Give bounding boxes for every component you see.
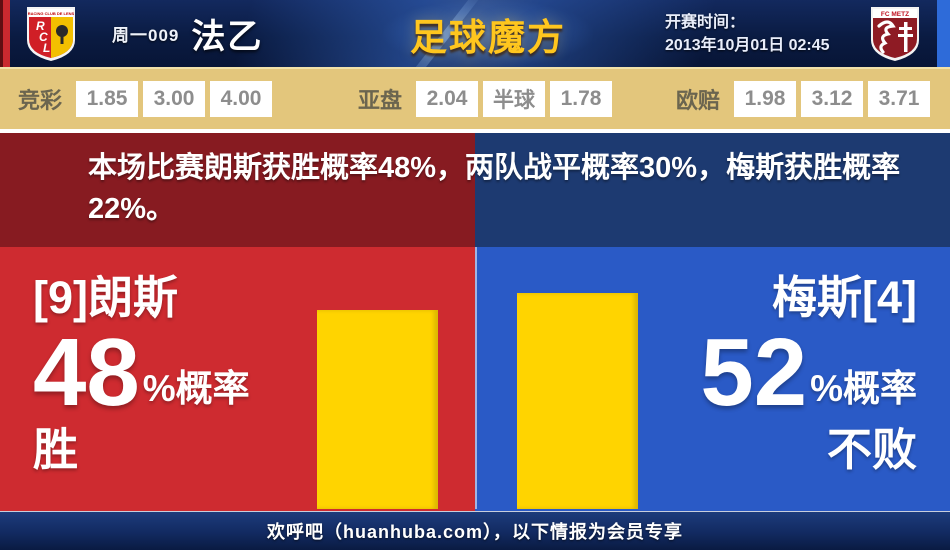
oupei-odds-group: 欧赔 1.98 3.12 3.71 xyxy=(676,69,930,129)
site-logo-glow: 足球魔方 xyxy=(383,0,593,67)
jingcai-away-odds: 4.00 xyxy=(210,81,273,117)
lens-crest-icon: RACING CLUB DE LENS R C L xyxy=(27,7,75,61)
home-summary-band xyxy=(0,133,475,247)
header-sheen xyxy=(0,0,950,67)
panel-divider-line xyxy=(475,247,477,509)
away-team-block: 梅斯[4] 52 %概率 不败 xyxy=(642,272,917,478)
oupei-label: 欧赔 xyxy=(675,88,720,113)
away-outcome: 不败 xyxy=(826,424,917,476)
jingcai-home-odds: 1.85 xyxy=(76,81,139,117)
oupei-home-odds: 1.98 xyxy=(734,81,796,117)
svg-text:RACING CLUB DE LENS: RACING CLUB DE LENS xyxy=(28,11,75,16)
yapan-handicap: 半球 xyxy=(483,81,546,117)
league-name: 法乙 xyxy=(191,18,264,56)
away-probability: 52 xyxy=(700,319,808,426)
footer-text: 欢呼吧（huanhuba.com），以下情报为会员专享 xyxy=(266,522,683,542)
home-probability-suffix: %概率 xyxy=(142,368,250,410)
kickoff-label: 开赛时间： xyxy=(665,14,746,31)
svg-text:FC METZ: FC METZ xyxy=(881,11,909,18)
home-team-name: [9]朗斯 xyxy=(33,272,178,323)
kickoff-time: 2013年10月01日 02:45 xyxy=(665,37,830,54)
match-code: 周一009 xyxy=(112,26,180,45)
kickoff-time-block: 开赛时间： 2013年10月01日 02:45 xyxy=(665,11,830,57)
jingcai-odds-group: 竞彩 1.85 3.00 4.00 xyxy=(18,69,273,129)
away-team-name: 梅斯[4] xyxy=(772,272,917,323)
home-probability: 48 xyxy=(33,319,140,426)
svg-text:L: L xyxy=(43,41,50,55)
jingcai-label: 竞彩 xyxy=(18,88,63,113)
site-logo: 足球魔方 xyxy=(410,16,566,58)
away-probability-suffix: %概率 xyxy=(810,368,917,410)
yapan-label: 亚盘 xyxy=(358,88,403,113)
yapan-away-odds: 1.78 xyxy=(550,81,613,117)
home-accent-stripe xyxy=(0,0,10,67)
svg-text:C: C xyxy=(39,30,48,44)
yapan-home-odds: 2.04 xyxy=(416,81,479,117)
home-bar xyxy=(317,310,438,509)
probability-panels: 本场比赛朗斯获胜概率48%，两队战平概率30%，梅斯获胜概率22%。 [9]朗斯… xyxy=(0,133,950,511)
away-bar xyxy=(517,293,638,509)
metz-crest-icon: FC METZ xyxy=(871,7,919,61)
yapan-odds-group: 亚盘 2.04 半球 1.78 xyxy=(358,69,613,129)
oupei-draw-odds: 3.12 xyxy=(801,81,863,117)
away-accent-stripe xyxy=(937,0,950,67)
match-summary: 本场比赛朗斯获胜概率48%，两队战平概率30%，梅斯获胜概率22%。 xyxy=(88,152,901,225)
home-team-block: [9]朗斯 48 %概率 胜 xyxy=(33,272,308,478)
svg-text:R: R xyxy=(36,19,45,33)
odds-bar: 竞彩 1.85 3.00 4.00 亚盘 2.04 半球 1.78 欧赔 1.9… xyxy=(0,67,950,129)
home-outcome: 胜 xyxy=(33,424,79,476)
oupei-away-odds: 3.71 xyxy=(868,81,930,117)
match-header: RACING CLUB DE LENS R C L 周一009 法乙 足球魔方 … xyxy=(0,0,950,67)
jingcai-draw-odds: 3.00 xyxy=(143,81,206,117)
footer: 欢呼吧（huanhuba.com），以下情报为会员专享 xyxy=(0,511,950,550)
white-divider xyxy=(0,129,950,133)
away-summary-band xyxy=(475,133,950,247)
